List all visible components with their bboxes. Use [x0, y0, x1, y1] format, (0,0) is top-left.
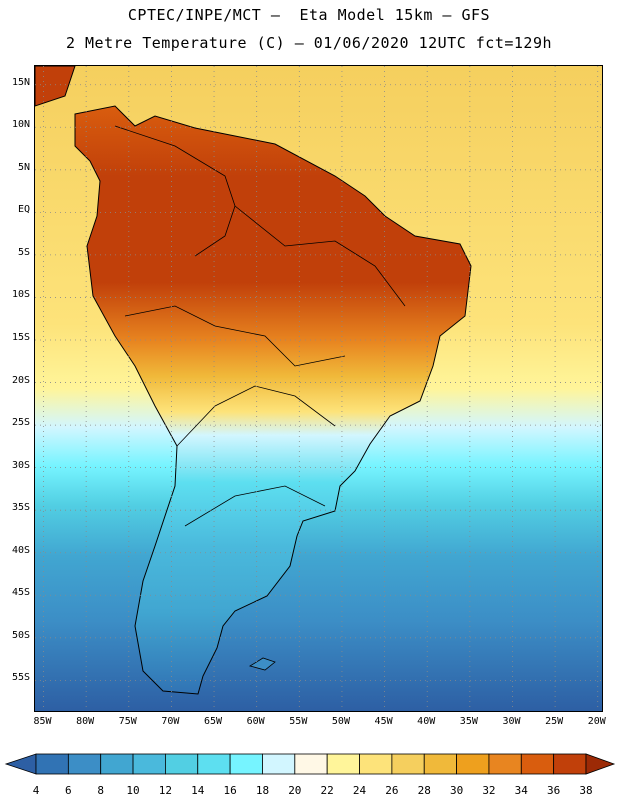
- latitude-label: 35S: [11, 502, 30, 514]
- longitude-label: 45W: [374, 716, 393, 727]
- colorbar-swatch: [391, 753, 425, 775]
- colorbar-swatch: [35, 753, 69, 775]
- colorbar-tick-label: 38: [579, 784, 593, 797]
- longitude-label: 35W: [459, 716, 478, 727]
- latitude-label: EQ: [17, 204, 30, 216]
- colorbar-swatch: [553, 753, 587, 775]
- longitude-label: 65W: [204, 716, 223, 727]
- country-border: [176, 385, 336, 447]
- colorbar-tick-label: 34: [514, 784, 528, 797]
- colorbar-tick-label: 22: [320, 784, 334, 797]
- longitude-label: 55W: [289, 716, 308, 727]
- colorbar-swatch: [294, 753, 328, 775]
- latitude-label: 55S: [11, 672, 30, 684]
- longitude-label: 30W: [502, 716, 521, 727]
- longitude-label: 40W: [417, 716, 436, 727]
- central-america-landmass: [35, 66, 76, 107]
- colorbar-swatch: [67, 753, 102, 775]
- colorbar-tick-label: 16: [223, 784, 237, 797]
- latitude-label: 45S: [11, 587, 30, 599]
- latitude-label: 30S: [11, 459, 30, 471]
- country-border: [114, 125, 236, 257]
- colorbar-swatch: [165, 753, 199, 775]
- colorbar-tick-label: 20: [288, 784, 302, 797]
- colorbar-tick-label: 36: [547, 784, 561, 797]
- colorbar-tick-label: 10: [126, 784, 140, 797]
- colorbar-tick-label: 30: [449, 784, 464, 797]
- colorbar-tick-label: 32: [482, 784, 496, 797]
- longitude-label: 85W: [33, 716, 52, 727]
- colorbar-tick-label: 8: [97, 784, 105, 797]
- longitude-label: 50W: [331, 716, 350, 727]
- colorbar-under-triangle: [4, 753, 37, 775]
- latitude-label: 50S: [11, 629, 30, 641]
- latitude-label: 5N: [17, 161, 30, 173]
- colorbar-swatch: [488, 753, 522, 775]
- colorbar-swatch: [423, 753, 457, 775]
- latitude-label: 40S: [11, 544, 30, 556]
- colorbar-swatch: [262, 753, 296, 775]
- latitude-label: 10N: [11, 119, 30, 131]
- colorbar-swatch: [359, 753, 393, 775]
- falkland-islands: [248, 657, 276, 671]
- latitude-label: 5S: [17, 246, 30, 258]
- longitude-label: 75W: [118, 716, 137, 727]
- colorbar-swatch: [520, 753, 555, 775]
- longitude-label: 70W: [161, 716, 180, 727]
- colorbar-tick-label: 14: [191, 784, 205, 797]
- colorbar-tick-label: 26: [385, 784, 399, 797]
- temperature-colorbar: [4, 753, 616, 775]
- colorbar-over-triangle: [585, 753, 616, 775]
- map-title: CPTEC/INPE/MCT – Eta Model 15km – GFS: [127, 6, 491, 24]
- map-canvas: [35, 66, 602, 711]
- colorbar-swatch: [456, 753, 490, 775]
- colorbar-swatch: [132, 753, 166, 775]
- temperature-map[interactable]: [34, 65, 603, 712]
- colorbar-swatch: [326, 753, 360, 775]
- latitude-label: 20S: [11, 374, 30, 386]
- colorbar-tick-label: 18: [255, 784, 270, 797]
- country-border: [124, 305, 346, 367]
- colorbar-swatch: [197, 753, 231, 775]
- latitude-label: 15S: [11, 331, 30, 343]
- map-subtitle: 2 Metre Temperature (C) – 01/06/2020 12U…: [65, 34, 553, 52]
- latitude-label: 25S: [11, 417, 30, 429]
- colorbar-tick-label: 28: [417, 784, 431, 797]
- longitude-label: 25W: [545, 716, 564, 727]
- colorbar-swatch: [229, 753, 263, 775]
- colorbar-swatch: [100, 753, 134, 775]
- longitude-label: 80W: [76, 716, 95, 727]
- longitude-label: 20W: [587, 716, 606, 727]
- colorbar-tick-label: 6: [65, 784, 72, 797]
- latitude-label: 15N: [11, 76, 30, 88]
- colorbar-tick-label: 4: [32, 784, 40, 797]
- colorbar-tick-label: 24: [352, 784, 367, 797]
- south-america-landmass: [74, 105, 472, 695]
- country-border: [234, 205, 406, 307]
- colorbar-tick-label: 12: [158, 784, 173, 797]
- longitude-label: 60W: [246, 716, 265, 727]
- country-border: [184, 485, 326, 527]
- latitude-label: 10S: [11, 289, 30, 301]
